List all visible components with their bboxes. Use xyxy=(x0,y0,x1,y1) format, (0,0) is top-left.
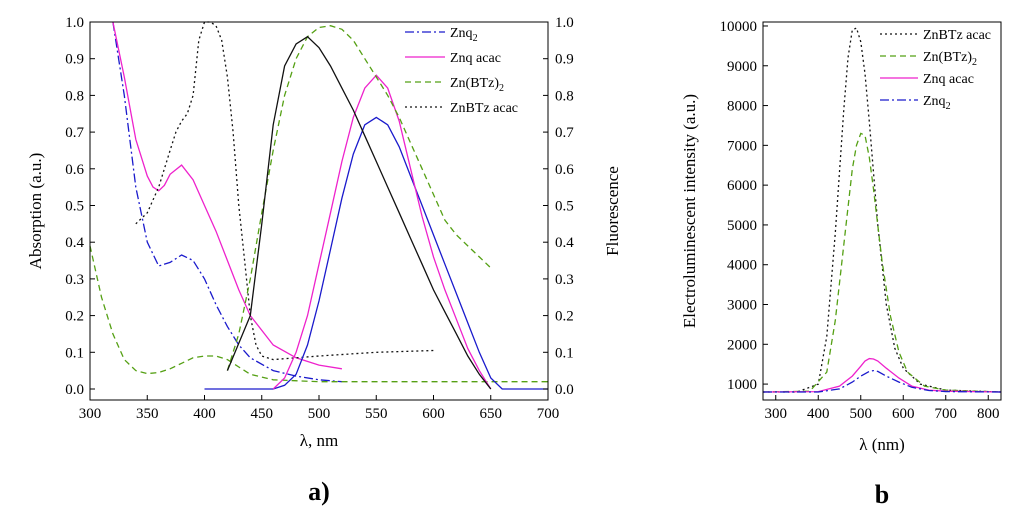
y-tick-label: 0.3 xyxy=(65,272,84,288)
y2-tick-label: 0.4 xyxy=(555,235,574,251)
legend-text: ZnBTz acac xyxy=(923,28,991,43)
y-tick-label: 9000 xyxy=(727,59,757,75)
y2-tick-label: 1.0 xyxy=(555,15,574,31)
legend-subscript: 2 xyxy=(473,33,478,44)
legend-text: Zn(BTz) xyxy=(923,50,972,65)
x-tick-label: 500 xyxy=(850,406,873,422)
legend-subscript: 2 xyxy=(946,101,951,112)
legend-label-znq-acac: Znq acac xyxy=(450,51,501,66)
y-tick-label: 1000 xyxy=(727,377,757,393)
y-tick-label: 0.2 xyxy=(65,309,84,325)
x-tick-label: 450 xyxy=(251,406,274,422)
y2-tick-label: 0.3 xyxy=(555,272,574,288)
x-tick-label: 350 xyxy=(136,406,159,422)
y-tick-label: 0.1 xyxy=(65,345,84,361)
legend-text: Znq xyxy=(923,94,946,109)
series-line-znq-acac-fluorescence xyxy=(272,74,492,390)
chart-panel-b: 300 400 500 600 700 800 1000 2000 3000 4000 5000 60… xyxy=(680,19,1002,509)
y2-tick-label: 0.1 xyxy=(555,345,574,361)
legend-label-znbtz-acac: ZnBTz acac xyxy=(923,28,991,43)
panel-label-b: b xyxy=(875,480,889,509)
legend-label-zn-btz-2: Zn(BTz)2 xyxy=(923,50,977,68)
series-line-znbtz-acac-absorption xyxy=(135,21,434,361)
y2-axis-label-a: Fluorescence xyxy=(603,166,622,256)
y2-tick-label: 0.8 xyxy=(555,88,574,104)
y-tick-label: 0.4 xyxy=(65,235,84,251)
y-tick-label: 4000 xyxy=(727,258,757,274)
legend-label-zn-btz-2: Zn(BTz)2 xyxy=(450,76,504,94)
series-lines-b xyxy=(762,27,1002,393)
axis-ticks-a: 300 350 400 450 500 550 600 650 700 0.0 0.0 0.1 0.1 0… xyxy=(65,15,574,422)
legend-text: Zn(BTz) xyxy=(450,76,499,91)
axis-ticks-b: 300 400 500 600 700 800 1000 2000 3000 4000 5000 60… xyxy=(720,19,1000,422)
y-tick-label: 10000 xyxy=(720,19,758,35)
series-line-zn-btz-2-absorption xyxy=(89,245,548,383)
y-tick-label: 2000 xyxy=(727,337,757,353)
x-tick-label: 700 xyxy=(935,406,958,422)
y-tick-label: 7000 xyxy=(727,138,757,154)
series-line-znq-acac xyxy=(762,357,1002,393)
series-line-zn-btz-2 xyxy=(762,132,1002,393)
y-tick-label: 0.6 xyxy=(65,162,84,178)
y-tick-label: 0.0 xyxy=(65,382,84,398)
y-tick-label: 1.0 xyxy=(65,15,84,31)
y2-tick-label: 0.6 xyxy=(555,162,574,178)
series-line-znq2-absorption xyxy=(112,21,342,383)
x-tick-label: 600 xyxy=(892,406,915,422)
y-tick-label: 0.9 xyxy=(65,52,84,68)
series-lines-a xyxy=(89,21,548,390)
series-line-znbtz-acac-fluorescence xyxy=(226,35,492,390)
y-tick-label: 3000 xyxy=(727,298,757,314)
y-axis-label-a: Absorption (a.u.) xyxy=(26,153,45,270)
y-tick-label: 6000 xyxy=(727,178,757,194)
series-line-znq-acac-absorption xyxy=(112,21,343,370)
y-tick-label: 0.7 xyxy=(65,125,84,141)
legend-text: Znq xyxy=(450,26,473,41)
x-tick-label: 800 xyxy=(977,406,1000,422)
y-tick-label: 0.5 xyxy=(65,198,84,214)
x-tick-label: 650 xyxy=(480,406,503,422)
series-line-znq2 xyxy=(763,369,1002,393)
series-line-zn-btz-2-fluorescence xyxy=(226,25,492,371)
x-tick-label: 300 xyxy=(79,406,102,422)
y2-tick-label: 0.9 xyxy=(555,52,574,68)
x-tick-label: 500 xyxy=(308,406,331,422)
y2-tick-label: 0.2 xyxy=(555,309,574,325)
y-axis-label-b: Electroluminescent intensity (a.u.) xyxy=(680,94,699,328)
y2-tick-label: 0.5 xyxy=(555,198,574,214)
legend-text: ZnBTz acac xyxy=(450,101,518,116)
x-tick-label: 400 xyxy=(807,406,830,422)
y-tick-label: 8000 xyxy=(727,99,757,115)
y2-tick-label: 0.7 xyxy=(555,125,574,141)
legend-label-znbtz-acac: ZnBTz acac xyxy=(450,101,518,116)
x-axis-label-a: λ, nm xyxy=(300,431,338,450)
legend-label-znq2: Znq2 xyxy=(450,26,478,44)
y2-tick-label: 0.0 xyxy=(555,382,574,398)
y-tick-label: 5000 xyxy=(727,218,757,234)
panel-label-a: a) xyxy=(308,477,330,506)
legend-subscript: 2 xyxy=(499,83,504,94)
x-tick-label: 300 xyxy=(765,406,788,422)
x-tick-label: 700 xyxy=(537,406,560,422)
x-tick-label: 600 xyxy=(422,406,445,422)
x-tick-label: 400 xyxy=(193,406,216,422)
legend-text: Znq acac xyxy=(923,72,974,87)
legend-subscript: 2 xyxy=(972,57,977,68)
plot-frame-b xyxy=(762,21,1002,401)
y-tick-label: 0.8 xyxy=(65,88,84,104)
series-line-znq2-fluorescence xyxy=(204,116,548,390)
legend-label-znq2: Znq2 xyxy=(923,94,951,112)
legend-label-znq-acac: Znq acac xyxy=(923,72,974,87)
x-tick-label: 550 xyxy=(365,406,388,422)
chart-panel-a: 300 350 400 450 500 550 600 650 700 0.0 0.0 0.1 0.1 0… xyxy=(26,15,622,506)
series-line-znbtz-acac xyxy=(763,27,1002,393)
legend-text: Znq acac xyxy=(450,51,501,66)
x-axis-label-b: λ (nm) xyxy=(859,435,905,454)
